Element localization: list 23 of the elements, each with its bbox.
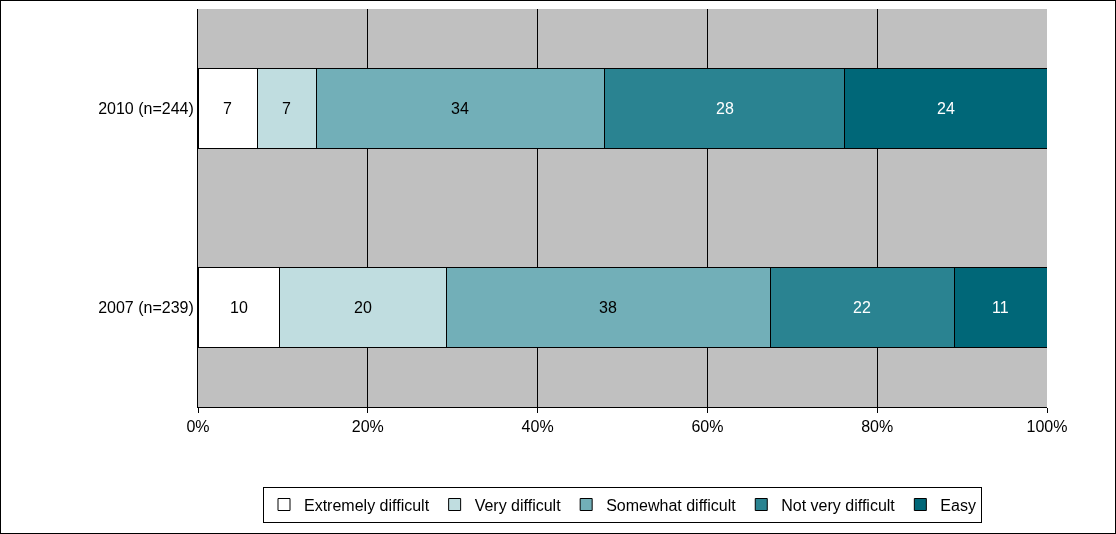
data-label: 34	[451, 100, 469, 117]
x-tick-label: 80%	[861, 418, 894, 436]
data-label: 7	[223, 100, 232, 117]
x-tick-label: 0%	[186, 418, 210, 436]
legend-label: Somewhat difficult	[606, 496, 737, 514]
data-label: 7	[282, 100, 291, 117]
legend-label: Extremely difficult	[304, 496, 430, 514]
x-tick-label: 100%	[1026, 418, 1068, 436]
data-label: 24	[937, 100, 955, 117]
data-label: 22	[853, 299, 871, 316]
y-tick-label: 2007 (n=239)	[98, 299, 194, 317]
legend-label: Very difficult	[474, 496, 562, 514]
x-tick-label: 40%	[521, 418, 554, 436]
legend-label: Not very difficult	[781, 496, 896, 514]
x-tick-label: 60%	[691, 418, 724, 436]
data-label: 11	[992, 299, 1009, 316]
x-tick-label: 20%	[351, 418, 384, 436]
y-tick-label: 2010 (n=244)	[98, 100, 194, 118]
data-label: 20	[354, 299, 372, 316]
data-label: 38	[599, 299, 617, 316]
data-label: 10	[230, 299, 248, 316]
data-label: 28	[716, 100, 734, 117]
legend-label: Easy	[940, 496, 976, 514]
